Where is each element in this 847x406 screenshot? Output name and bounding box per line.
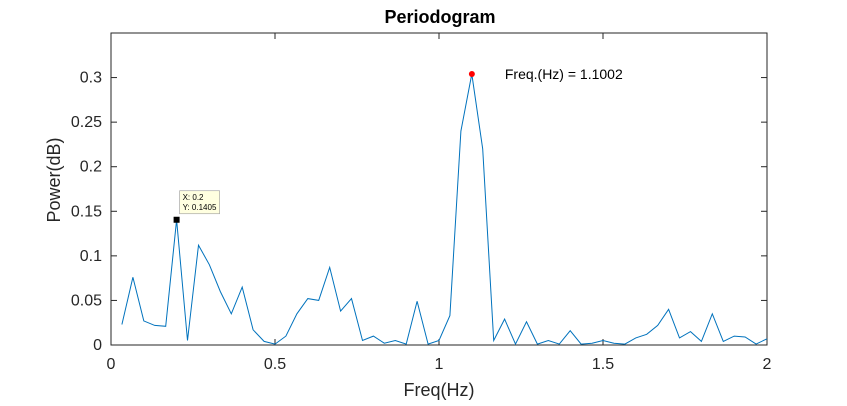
x-tick-label: 2 [763,356,772,373]
peak-marker [468,71,475,78]
x-tick-label: 0.5 [264,356,286,373]
plot-area: 0 0.5 1 1.5 2 0 0.05 0.1 0.15 0.2 0.25 0.3 X: 0.2Y… [71,32,772,373]
y-axis-label: Power(dB) [44,137,64,222]
datatip-y-text: Y: 0.1405 [183,203,217,212]
axes-box [110,32,768,346]
datatip-marker [173,216,180,223]
y-tick-label: 0.3 [80,70,102,87]
x-tick-label: 1.5 [592,356,614,373]
chart-title: Periodogram [384,7,495,27]
y-tick-label: 0.2 [80,159,102,176]
periodogram-line [121,73,768,346]
x-axis-label: Freq(Hz) [404,380,475,400]
y-tick-label: 0.05 [71,292,102,309]
x-tick-label: 1 [435,356,444,373]
markers: X: 0.2Y: 0.1405 Freq.(Hz) = 1.1002 [173,66,623,223]
x-axis: 0 0.5 1 1.5 2 [107,33,772,373]
y-tick-label: 0.15 [71,203,102,220]
y-axis: 0 0.05 0.1 0.15 0.2 0.25 0.3 [71,70,767,354]
y-tick-label: 0 [93,337,102,354]
y-tick-label: 0.1 [80,248,102,265]
y-tick-label: 0.25 [71,114,102,131]
x-tick-label: 0 [107,356,116,373]
datatip-x-text: X: 0.2 [183,193,204,202]
peak-label: Freq.(Hz) = 1.1002 [505,66,623,82]
datatip-box [179,190,220,215]
